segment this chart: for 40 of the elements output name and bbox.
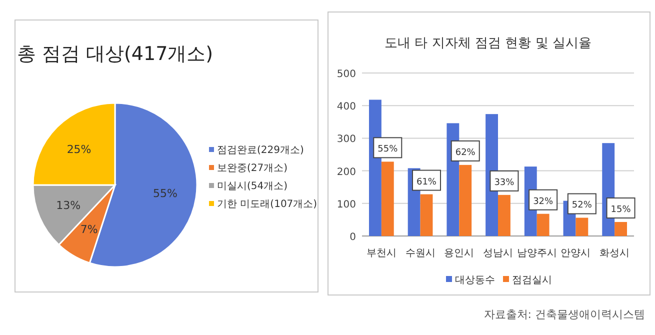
- x-tick-label: 부천시: [366, 248, 396, 259]
- y-tick-label: 300: [336, 134, 356, 146]
- legend-label: 보완중(27개소): [217, 163, 288, 174]
- legend-label: 기한 미도래(107개소): [217, 199, 318, 210]
- text: 자료출처: 건축물생애이력시스템: [484, 308, 645, 321]
- x-tick-label: 용인시: [444, 248, 474, 259]
- bar: [459, 164, 472, 236]
- x-tick-label: 성남시: [483, 248, 513, 259]
- x-tick-label: 화성시: [600, 248, 630, 259]
- x-tick-label: 수원시: [405, 248, 436, 259]
- annotation: 62%: [455, 148, 476, 158]
- data-label: 25%: [66, 143, 92, 156]
- data-label: 13%: [56, 199, 81, 212]
- legend-label: 점검실시: [512, 275, 552, 286]
- bar: [420, 194, 433, 236]
- y-tick-label: 400: [336, 102, 356, 113]
- x-tick-label: 남양주시: [516, 248, 557, 259]
- legend-label: 점검완료(229개소): [217, 145, 304, 156]
- annotation: 55%: [378, 144, 398, 155]
- annotation: 15%: [610, 204, 632, 215]
- bar: [536, 214, 550, 236]
- annotation: 33%: [494, 178, 515, 188]
- bar: [576, 218, 588, 236]
- annotation: 32%: [533, 196, 554, 207]
- x-tick-label: 안양시: [560, 248, 591, 259]
- bar: [614, 222, 628, 236]
- legend-label: 대상동수: [455, 275, 495, 286]
- y-tick-label: 200: [336, 166, 356, 178]
- y-tick-label: 0: [350, 232, 356, 243]
- annotation: 61%: [416, 177, 437, 188]
- bar: [498, 194, 510, 236]
- data-label: 7%: [80, 222, 98, 236]
- chart-title: 도내 타 지자체 점검 현황 및 실시율: [384, 36, 592, 51]
- data-label: 55%: [152, 186, 178, 200]
- legend-label: 미실시(54개소): [217, 181, 288, 192]
- chart-title: 총 점검 대상(417개소): [16, 43, 214, 65]
- annotation: 52%: [572, 200, 592, 211]
- y-tick-label: 500: [336, 69, 356, 80]
- bar: [381, 162, 394, 236]
- y-tick-label: 100: [336, 199, 356, 210]
